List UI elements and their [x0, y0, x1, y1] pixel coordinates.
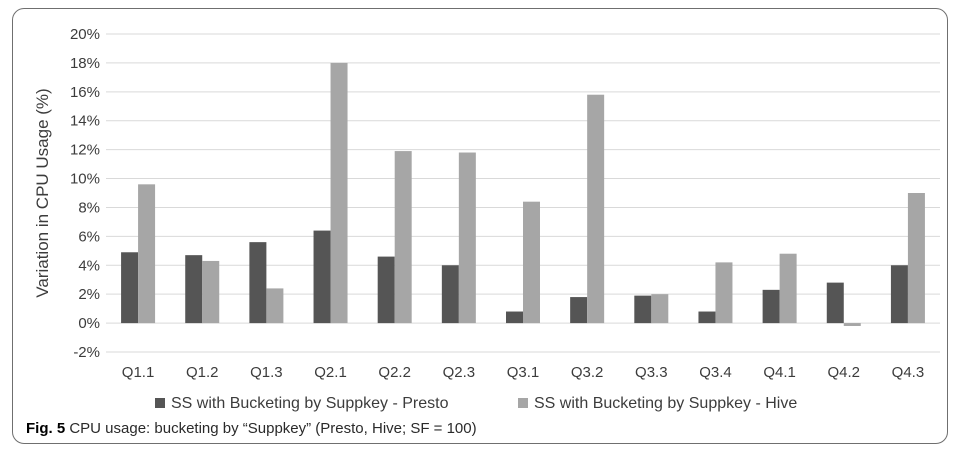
y-tick-label: 12% — [70, 142, 100, 159]
bar-hive-q4-1 — [779, 253, 797, 324]
bar-presto-q3-1 — [506, 311, 523, 324]
bar-hive-q3-4 — [715, 262, 733, 324]
y-tick-label: 14% — [70, 113, 100, 130]
bar-hive-q3-1 — [523, 201, 540, 324]
bar-presto-q2-2 — [377, 256, 395, 324]
bar-hive-q2-1 — [330, 62, 348, 324]
y-tick-label: 6% — [78, 228, 100, 245]
y-axis-title: Variation in CPU Usage (%) — [33, 88, 52, 297]
x-tick-label: Q3.1 — [507, 364, 540, 381]
y-tick-label: 8% — [78, 199, 100, 216]
caption-text: CPU usage: bucketing by “Suppkey” (Prest… — [69, 420, 477, 437]
bar-chart: -2% 0% 2% 4% 6% 8% 10% 12% 14% 16% 18% 20% Q1.1 Q1.2… — [33, 26, 940, 412]
bar-hive-q1-2 — [202, 260, 220, 324]
bar-hive-q4-3 — [907, 193, 925, 324]
legend-swatch-presto — [155, 398, 165, 408]
x-tick-label: Q1.2 — [186, 364, 219, 381]
legend-swatch-hive — [518, 398, 528, 408]
bar-presto-q1-1 — [121, 252, 139, 324]
y-tick-label: 10% — [70, 171, 100, 188]
legend-label-presto: SS with Bucketing by Suppkey - Presto — [171, 395, 449, 412]
y-axis-ticks: -2% 0% 2% 4% 6% 8% 10% 12% 14% 16% 18% 20% — [70, 26, 100, 361]
bar-presto-q3-3 — [634, 295, 652, 324]
x-tick-label: Q1.1 — [122, 364, 155, 381]
y-tick-label: 20% — [70, 26, 100, 43]
bar-presto-q1-2 — [185, 255, 203, 324]
x-tick-label: Q4.3 — [892, 364, 925, 381]
bar-presto-q2-1 — [313, 230, 331, 324]
bar-presto-q4-1 — [762, 289, 780, 324]
legend-label-hive: SS with Bucketing by Suppkey - Hive — [534, 395, 797, 412]
bar-presto-q4-2 — [826, 282, 844, 324]
x-tick-label: Q2.3 — [443, 364, 476, 381]
x-tick-label: Q1.3 — [250, 364, 283, 381]
bar-hive-q3-3 — [651, 294, 669, 324]
x-tick-label: Q3.2 — [571, 364, 604, 381]
y-tick-label: 18% — [70, 55, 100, 72]
figure-caption: Fig. 5 CPU usage: bucketing by “Suppkey”… — [26, 420, 477, 437]
bar-presto-q1-3 — [249, 242, 267, 324]
gridlines — [106, 33, 940, 353]
legend: SS with Bucketing by Suppkey - Presto SS… — [155, 395, 797, 412]
x-axis-ticks: Q1.1 Q1.2 Q1.3 Q2.1 Q2.2 Q2.3 Q3.1 Q3.2 Q3.3 Q3.4… — [122, 364, 924, 381]
x-tick-label: Q2.1 — [314, 364, 347, 381]
y-tick-label: 16% — [70, 84, 100, 101]
y-tick-label: -2% — [73, 344, 100, 361]
bar-presto-q3-2 — [570, 297, 588, 324]
bar-presto-q2-3 — [441, 265, 459, 324]
bar-presto-q3-4 — [698, 311, 716, 324]
x-tick-label: Q3.3 — [635, 364, 668, 381]
x-tick-label: Q4.1 — [763, 364, 796, 381]
bar-hive-q2-2 — [394, 151, 412, 324]
bars — [121, 62, 925, 326]
y-tick-label: 4% — [78, 257, 100, 274]
y-tick-label: 2% — [78, 286, 100, 303]
x-tick-label: Q2.2 — [378, 364, 411, 381]
figure-frame — [12, 8, 948, 444]
bar-presto-q4-3 — [890, 265, 908, 324]
x-tick-label: Q3.4 — [699, 364, 732, 381]
y-tick-label: 0% — [78, 315, 100, 332]
bar-hive-q1-3 — [266, 288, 284, 324]
x-tick-label: Q4.2 — [828, 364, 861, 381]
figure-label: Fig. 5 — [26, 420, 66, 437]
bar-hive-q4-2 — [843, 323, 861, 326]
bar-hive-q2-3 — [458, 152, 476, 324]
bar-hive-q1-1 — [138, 184, 156, 324]
bar-hive-q3-2 — [587, 94, 605, 324]
